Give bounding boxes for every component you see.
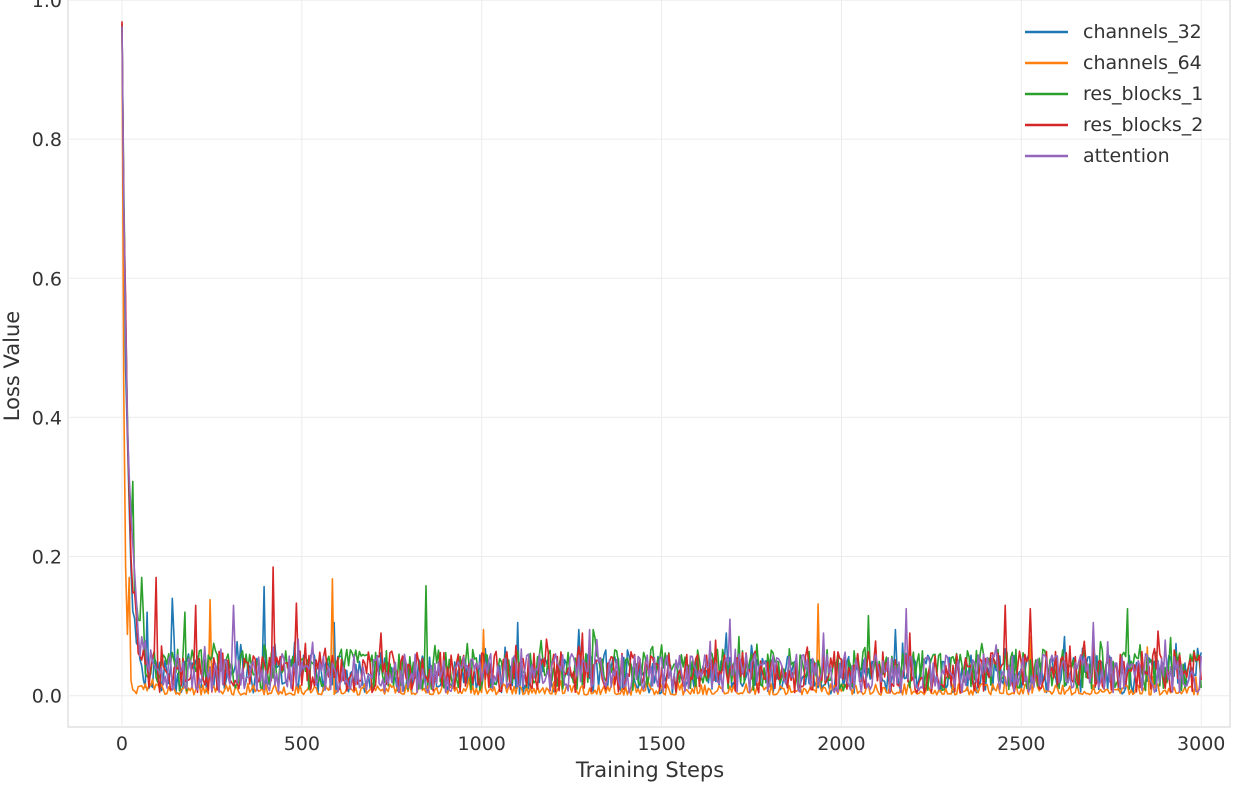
x-tick-label: 1000 [458,733,506,755]
x-tick-label: 2000 [817,733,865,755]
y-tick-label: 1.0 [32,0,62,12]
series-line-attention [121,26,1202,694]
legend-label: channels_64 [1083,52,1202,74]
x-axis-ticks: 0 500 1000 1500 2000 2500 3000 [116,733,1225,755]
legend-label: attention [1083,145,1170,167]
x-tick-label: 2500 [997,733,1045,755]
y-tick-label: 0.4 [32,407,62,429]
x-tick-label: 3000 [1177,733,1225,755]
series-line-res-blocks-1 [121,26,1202,692]
legend-label: res_blocks_1 [1083,83,1203,105]
legend-label: channels_32 [1083,21,1202,43]
y-axis-ticks: 0.0 0.2 0.4 0.6 0.8 1.0 [32,0,62,708]
y-tick-label: 0.6 [32,268,62,290]
y-tick-label: 0.2 [32,547,62,569]
x-tick-label: 500 [284,733,320,755]
y-tick-label: 0.0 [32,686,62,708]
grid [68,0,1230,727]
y-tick-label: 0.8 [32,129,62,151]
plot-area [67,0,1231,728]
x-axis-label: Training Steps [575,758,724,782]
legend-label: res_blocks_2 [1083,114,1203,136]
x-tick-label: 1500 [637,733,685,755]
series-lines [121,21,1202,696]
y-axis-label: Loss Value [0,311,24,421]
legend: channels_32 channels_64 res_blocks_1 res_bl… [1025,21,1203,167]
x-tick-label: 0 [116,733,128,755]
series-line-channels-64 [121,24,1202,696]
